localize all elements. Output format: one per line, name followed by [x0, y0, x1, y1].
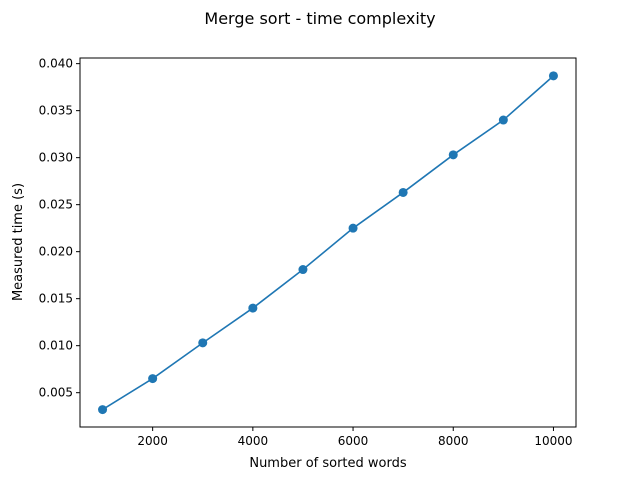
y-tick-label: 0.040 — [39, 57, 73, 71]
data-point — [448, 150, 458, 160]
data-point — [498, 115, 508, 125]
y-tick-label: 0.030 — [39, 151, 73, 165]
data-point — [148, 374, 158, 384]
series-line — [102, 75, 554, 411]
y-tick-label: 0.035 — [39, 104, 73, 118]
data-point — [398, 187, 408, 197]
chart-title: Merge sort - time complexity — [204, 9, 435, 28]
data-point — [198, 338, 208, 348]
y-tick-label: 0.005 — [39, 386, 73, 400]
y-axis: 0.005 0.010 0.015 0.020 0.025 0.030 0.035 0.040 — [39, 57, 80, 400]
axes-frame — [79, 57, 577, 428]
y-tick-label: 0.020 — [39, 245, 73, 259]
data-point — [348, 223, 358, 233]
x-tick-label: 8000 — [438, 434, 469, 448]
y-tick-label: 0.025 — [39, 198, 73, 212]
data-point — [298, 265, 308, 275]
x-axis: 2000 4000 6000 8000 10000 — [137, 427, 573, 448]
x-tick-label: 6000 — [338, 434, 369, 448]
y-tick-label: 0.015 — [39, 292, 73, 306]
data-point — [548, 71, 558, 81]
x-tick-label: 2000 — [137, 434, 168, 448]
y-tick-label: 0.010 — [39, 339, 73, 353]
x-tick-label: 10000 — [534, 434, 572, 448]
data-point — [98, 405, 108, 415]
plot-area — [98, 71, 558, 415]
y-axis-label: Measured time (s) — [11, 183, 26, 301]
x-axis-label: Number of sorted words — [249, 456, 407, 471]
data-point — [248, 303, 258, 313]
x-tick-label: 4000 — [238, 434, 269, 448]
